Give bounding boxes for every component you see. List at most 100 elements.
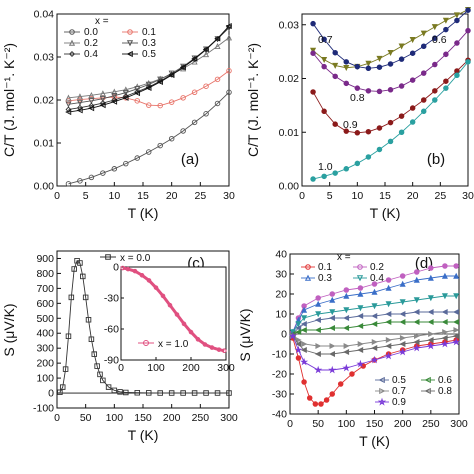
data-point: [409, 37, 416, 44]
data-point: [343, 166, 350, 172]
data-point: [413, 276, 420, 283]
data-point: [412, 343, 421, 352]
data-point: [111, 387, 118, 394]
data-point: [157, 142, 163, 149]
series-0.0-group: [65, 89, 232, 187]
data-point: [376, 64, 383, 70]
data-point: [376, 125, 383, 131]
data-point: [454, 40, 460, 46]
x-axis-label: T (K): [370, 205, 401, 221]
inset-legend-label: x = 1.0: [158, 339, 189, 350]
data-point: [301, 303, 307, 309]
data-point: [409, 50, 416, 56]
data-point: [328, 314, 335, 322]
data-point: [134, 389, 141, 396]
data-point: [179, 64, 186, 71]
series-line: [59, 259, 229, 394]
inset-data-point: [181, 321, 187, 327]
data-point: [387, 61, 394, 67]
x-tick-label: 20: [166, 190, 178, 202]
y-tick-label: 40: [275, 249, 287, 261]
data-point: [145, 102, 152, 108]
data-point: [357, 285, 364, 291]
data-point: [356, 359, 365, 368]
data-point: [191, 390, 198, 396]
data-point: [88, 91, 95, 99]
data-point: [452, 318, 459, 326]
series-line: [68, 70, 230, 107]
data-point: [295, 328, 302, 336]
y-tick-label: 0.01: [34, 138, 55, 150]
data-point: [343, 324, 350, 332]
inset-data-point: [139, 272, 145, 278]
data-point: [191, 119, 198, 126]
data-point: [168, 72, 175, 79]
legend-entry-label: 0.4: [370, 273, 384, 284]
data-point: [371, 288, 378, 295]
data-point: [88, 174, 95, 181]
data-point: [428, 265, 434, 271]
curve-label: 0.9: [343, 119, 358, 131]
data-point: [385, 301, 392, 308]
series-0.5-group: [289, 308, 459, 338]
y-tick-label: -100: [33, 403, 54, 415]
data-point: [315, 300, 322, 307]
data-point: [343, 348, 350, 356]
data-point: [145, 149, 152, 155]
data-point: [65, 94, 72, 101]
data-point: [100, 377, 106, 384]
data-point: [99, 95, 106, 103]
data-point: [387, 87, 394, 93]
data-point: [314, 365, 323, 374]
data-point: [357, 340, 364, 348]
data-point: [343, 292, 350, 299]
x-tick-label: 150: [134, 412, 152, 424]
data-point: [343, 59, 350, 65]
data-point: [315, 295, 321, 301]
data-point: [300, 326, 307, 334]
legend-entry-label: 0.4: [84, 49, 98, 60]
inset-data-point: [153, 285, 159, 290]
data-point: [428, 330, 435, 338]
data-point: [288, 331, 297, 340]
data-point: [321, 173, 327, 180]
data-point: [384, 351, 393, 360]
inset-series-line: [122, 266, 225, 353]
y-tick-label: -10: [272, 349, 287, 361]
inset-x-tick-label: 100: [147, 362, 165, 374]
data-point: [301, 340, 308, 348]
y-axis-label: S (μV/K): [1, 303, 17, 356]
inset-data-point: [216, 347, 222, 352]
data-point: [105, 384, 112, 390]
inset-data-point: [174, 312, 180, 317]
data-point: [399, 273, 406, 279]
y-tick-label: 20: [275, 289, 287, 301]
data-point: [427, 274, 434, 281]
data-point: [398, 56, 405, 62]
data-point: [65, 109, 72, 116]
data-point: [294, 345, 303, 354]
x-tick-label: 0: [54, 190, 60, 202]
data-point: [168, 390, 175, 396]
data-point: [357, 312, 364, 320]
data-point: [354, 160, 361, 167]
data-point: [426, 341, 435, 350]
panel-tag: (b): [427, 151, 445, 168]
series-0.4-group: [289, 293, 460, 336]
data-point: [180, 95, 186, 101]
inset-data-point: [188, 329, 194, 335]
data-point: [371, 338, 378, 346]
data-point: [399, 318, 406, 326]
data-point: [432, 61, 438, 68]
data-point: [145, 79, 152, 86]
x-tick-label: 10: [108, 190, 120, 202]
x-tick-label: 20: [407, 190, 419, 202]
data-point: [99, 90, 106, 97]
data-point: [203, 390, 209, 396]
data-point: [225, 23, 232, 30]
data-point: [427, 308, 434, 316]
x-tick-label: 0: [299, 190, 305, 202]
data-point: [315, 311, 322, 318]
legend-entry-label: 0.0: [84, 27, 98, 38]
data-point: [321, 36, 327, 42]
